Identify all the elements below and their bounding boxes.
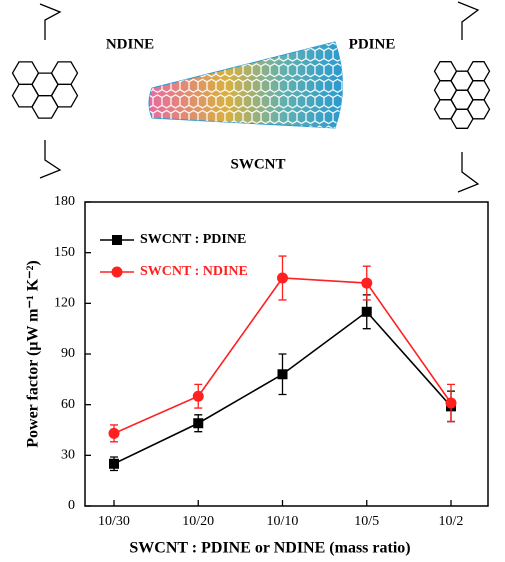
y-tick-label: 180: [54, 194, 75, 209]
ring: [466, 80, 491, 101]
marker: [361, 277, 373, 289]
x-tick-label: 10/20: [182, 514, 214, 529]
legend-label: SWCNT : NDINE: [140, 264, 248, 279]
ring: [466, 99, 491, 120]
marker: [445, 397, 457, 409]
label-swcnt: SWCNT: [230, 156, 285, 172]
marker: [192, 390, 204, 402]
side-chain: [457, 1, 480, 40]
marker: [277, 369, 288, 380]
y-tick-label: 90: [61, 346, 75, 361]
ring: [50, 61, 79, 86]
marker: [277, 272, 288, 284]
marker: [109, 458, 119, 469]
x-tick-label: 10/5: [354, 514, 379, 529]
label-pdine: PDINE: [349, 36, 396, 52]
molecules: [11, 1, 491, 193]
y-tick-label: 150: [54, 245, 75, 260]
legend-label: SWCNT : PDINE: [140, 232, 246, 247]
y-tick-label: 0: [68, 498, 75, 513]
label-ndine: NDINE: [106, 36, 154, 52]
side-chain: [457, 152, 480, 193]
marker: [111, 266, 123, 278]
marker: [112, 235, 122, 245]
side-chain: [39, 3, 62, 40]
y-tick-label: 30: [61, 448, 75, 463]
x-axis-label: SWCNT : PDINE or NDINE (mass ratio): [129, 540, 410, 557]
nanotube: [148, 41, 343, 129]
ring: [466, 61, 491, 82]
y-axis-label: Power factor (μW m⁻¹ K⁻²): [25, 260, 42, 448]
x-tick-label: 10/30: [98, 514, 130, 529]
marker: [193, 418, 204, 429]
ring: [50, 83, 79, 108]
marker: [108, 427, 120, 439]
marker: [361, 306, 372, 317]
side-chain: [39, 140, 62, 179]
y-tick-label: 120: [54, 296, 75, 311]
y-tick-label: 60: [61, 397, 75, 412]
x-tick-label: 10/10: [267, 514, 299, 529]
x-tick-label: 10/2: [439, 514, 464, 529]
